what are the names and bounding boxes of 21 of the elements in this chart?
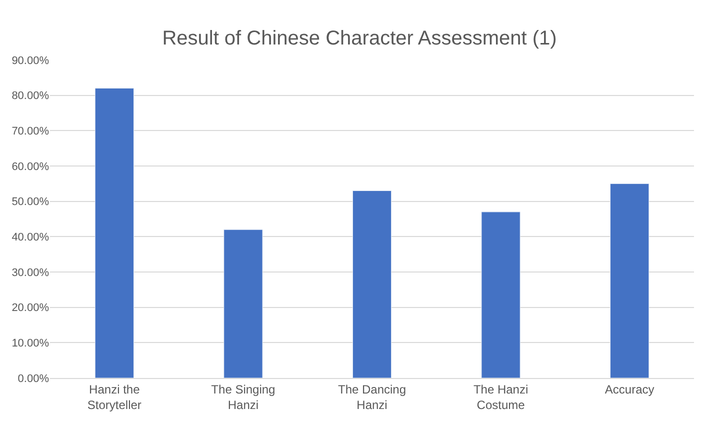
- bar: [224, 229, 263, 378]
- x-tick-label: Hanzi the Storyteller: [87, 382, 142, 412]
- y-tick-label: 80.00%: [12, 90, 50, 102]
- chart-title: Result of Chinese Character Assessment (1): [162, 28, 557, 50]
- y-tick-label: 30.00%: [12, 266, 50, 279]
- bar: [352, 190, 392, 378]
- y-tick-label: 20.00%: [12, 302, 50, 314]
- y-tick-label: 90.00%: [12, 54, 50, 67]
- bar: [94, 88, 134, 378]
- x-tick-label: The Hanzi Costume: [473, 382, 528, 412]
- x-tick-label: The Dancing Hanzi: [338, 382, 406, 412]
- bar: [481, 212, 520, 378]
- y-tick-label: 50.00%: [12, 196, 50, 208]
- x-tick-label: Accuracy: [604, 382, 654, 396]
- y-tick-label: 0.00%: [18, 372, 50, 385]
- bar: [610, 183, 650, 378]
- y-tick-label: 70.00%: [12, 126, 50, 138]
- y-tick-label: 60.00%: [12, 160, 50, 173]
- y-tick-label: 40.00%: [12, 232, 50, 244]
- x-tick-label: The Singing Hanzi: [211, 382, 276, 412]
- y-tick-label: 10.00%: [12, 338, 50, 350]
